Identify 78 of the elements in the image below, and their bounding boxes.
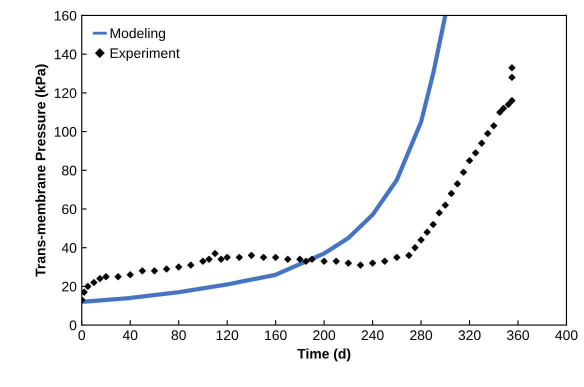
x-tick-label: 40 bbox=[122, 330, 138, 340]
y-tick-label: 40 bbox=[62, 243, 76, 253]
point bbox=[236, 254, 243, 261]
point bbox=[150, 267, 158, 274]
point bbox=[82, 288, 88, 296]
point bbox=[418, 236, 425, 244]
point bbox=[508, 74, 516, 81]
point bbox=[138, 267, 146, 274]
x-tick-label: 400 bbox=[555, 330, 578, 340]
point bbox=[430, 220, 437, 228]
x-tick-label: 120 bbox=[216, 330, 238, 340]
point bbox=[308, 256, 316, 263]
point bbox=[332, 258, 340, 265]
point bbox=[490, 122, 498, 130]
point bbox=[163, 265, 170, 272]
point bbox=[508, 97, 516, 104]
point bbox=[448, 190, 455, 197]
y-tick-label: 100 bbox=[54, 126, 76, 137]
legend-label: Experiment bbox=[110, 48, 180, 61]
point bbox=[484, 130, 492, 137]
point bbox=[260, 254, 268, 261]
point bbox=[454, 180, 461, 188]
x-tick-label: 240 bbox=[362, 330, 384, 340]
y-tick-label: 80 bbox=[62, 166, 76, 176]
point bbox=[302, 258, 310, 265]
point bbox=[218, 256, 225, 263]
x-tick-label: 360 bbox=[506, 330, 530, 340]
point bbox=[284, 256, 292, 263]
y-tick-label: 60 bbox=[62, 204, 76, 214]
point bbox=[224, 254, 231, 261]
point bbox=[500, 104, 507, 112]
point bbox=[84, 282, 92, 290]
point bbox=[96, 275, 104, 282]
y-tick-label: 140 bbox=[54, 50, 76, 60]
x-tick-label: 0 bbox=[78, 330, 86, 340]
y-axis-title: Trans-membrane Pressure (kPa) bbox=[35, 64, 48, 277]
point bbox=[102, 273, 110, 280]
y-tick-label: 0 bbox=[70, 320, 76, 330]
x-tick-label: 200 bbox=[313, 330, 336, 340]
point bbox=[508, 64, 516, 72]
point bbox=[405, 252, 412, 259]
point bbox=[90, 279, 98, 286]
point bbox=[504, 101, 512, 108]
x-tick-label: 320 bbox=[458, 330, 481, 340]
point bbox=[466, 157, 474, 164]
point bbox=[344, 260, 352, 267]
point bbox=[496, 108, 504, 116]
point bbox=[436, 209, 443, 216]
point bbox=[369, 260, 376, 267]
point bbox=[296, 256, 304, 263]
point bbox=[478, 140, 486, 147]
x-axis-title: Time (d) bbox=[297, 348, 350, 362]
point bbox=[114, 273, 122, 280]
point bbox=[272, 254, 280, 261]
point bbox=[424, 228, 431, 236]
point bbox=[187, 262, 194, 269]
x-tick-label: 280 bbox=[410, 330, 432, 340]
point bbox=[393, 254, 400, 261]
x-tick-label: 80 bbox=[172, 330, 186, 340]
y-tick-label: 160 bbox=[54, 10, 76, 21]
point bbox=[248, 252, 255, 259]
point bbox=[199, 258, 206, 265]
point bbox=[381, 258, 388, 265]
point bbox=[357, 262, 364, 269]
y-tick-label: 120 bbox=[54, 88, 76, 98]
x-tick-label: 160 bbox=[265, 330, 287, 340]
point bbox=[412, 244, 418, 252]
point bbox=[442, 202, 449, 209]
point bbox=[320, 258, 328, 265]
point bbox=[460, 168, 467, 176]
y-tick-label: 20 bbox=[62, 282, 76, 292]
point bbox=[472, 149, 480, 156]
line-series bbox=[82, 15, 448, 304]
legend-label: Modeling bbox=[110, 28, 166, 41]
point bbox=[212, 250, 219, 257]
point bbox=[206, 256, 212, 263]
point bbox=[126, 271, 134, 278]
point bbox=[175, 264, 182, 271]
